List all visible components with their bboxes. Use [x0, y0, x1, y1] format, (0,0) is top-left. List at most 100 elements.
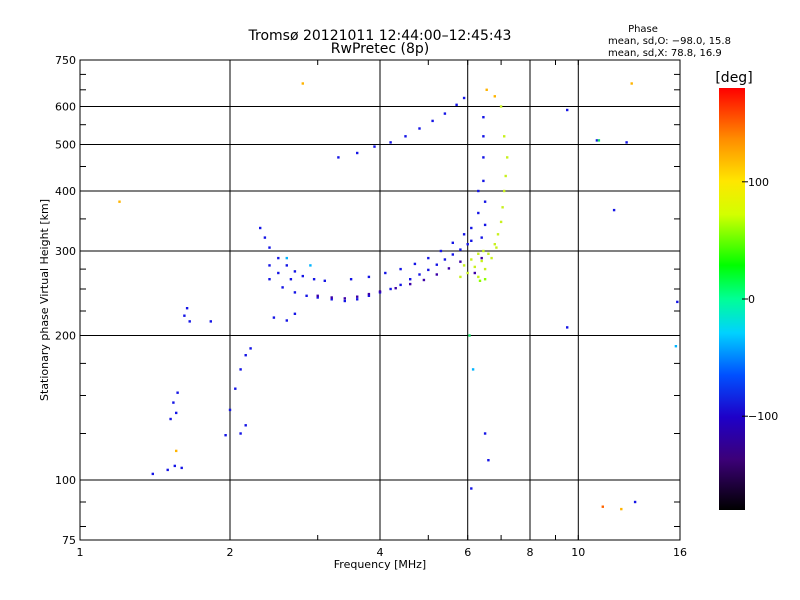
data-point — [316, 294, 319, 297]
data-point — [293, 270, 297, 273]
data-point — [473, 265, 476, 269]
data-point — [356, 295, 359, 298]
data-point — [468, 334, 471, 337]
data-point — [180, 466, 183, 470]
x-tick-label: 1 — [77, 546, 84, 559]
data-point — [633, 500, 637, 504]
data-point — [625, 141, 628, 144]
data-point — [389, 287, 392, 291]
data-point — [485, 88, 488, 91]
x-tick-label: 8 — [527, 546, 534, 559]
colorbar-tick-label: −100 — [748, 410, 778, 423]
data-point — [293, 291, 297, 294]
data-point — [470, 239, 473, 242]
x-tick-label: 2 — [227, 546, 234, 559]
data-point — [239, 368, 242, 371]
data-point — [356, 151, 359, 155]
data-point — [676, 300, 679, 304]
colorbar-ticks: 100 0 −100 — [742, 176, 778, 423]
y-tick-label: 200 — [55, 330, 76, 343]
data-point — [466, 243, 469, 246]
data-point — [169, 417, 172, 421]
data-point — [239, 432, 242, 435]
data-point — [224, 434, 227, 437]
data-point — [188, 320, 191, 323]
data-point — [183, 314, 186, 317]
data-point — [443, 258, 447, 261]
data-point — [482, 156, 485, 159]
data-point — [443, 112, 447, 115]
data-point — [473, 271, 476, 275]
data-point — [487, 252, 490, 255]
data-point — [630, 82, 633, 85]
phase-o-stats: mean, sd,O: −98.0, 15.8 — [608, 36, 731, 47]
y-tick-label: 75 — [62, 534, 76, 547]
data-point — [459, 275, 462, 279]
data-point — [343, 299, 346, 303]
data-point — [323, 279, 326, 282]
x-tick-label: 6 — [464, 546, 471, 559]
data-point — [451, 241, 454, 244]
data-point — [277, 256, 280, 260]
data-point — [249, 347, 252, 350]
y-tick-label: 500 — [55, 139, 76, 152]
data-point — [389, 141, 392, 144]
data-point — [462, 96, 466, 100]
data-point — [477, 252, 480, 255]
data-point — [268, 264, 271, 267]
data-point — [483, 278, 487, 281]
data-point — [244, 424, 247, 427]
data-point — [480, 259, 483, 263]
data-point — [118, 200, 121, 203]
data-point — [316, 296, 319, 299]
data-point — [459, 260, 462, 263]
data-points — [118, 82, 679, 511]
data-point — [470, 258, 473, 261]
data-point — [470, 487, 473, 490]
data-point — [309, 264, 312, 267]
data-point — [268, 278, 271, 281]
data-point — [356, 298, 359, 301]
data-point — [399, 267, 402, 271]
data-point — [482, 116, 485, 119]
data-point — [281, 286, 284, 289]
data-point — [175, 449, 178, 453]
data-point — [418, 127, 421, 130]
data-point — [478, 279, 482, 282]
data-point — [293, 312, 297, 315]
data-point — [373, 145, 376, 148]
data-point — [312, 278, 316, 281]
data-point — [277, 271, 280, 275]
data-point — [367, 294, 371, 297]
data-point — [482, 135, 485, 138]
data-point — [173, 464, 176, 468]
data-point — [151, 472, 154, 476]
data-point — [176, 391, 179, 394]
data-point — [413, 262, 417, 266]
data-point — [566, 108, 569, 112]
data-point — [482, 249, 485, 253]
data-point — [185, 307, 189, 310]
data-point — [422, 278, 426, 282]
data-point — [620, 507, 623, 511]
data-point — [566, 326, 569, 329]
data-point — [285, 319, 288, 322]
data-point — [175, 411, 178, 415]
data-point — [601, 505, 604, 508]
data-point — [483, 267, 487, 271]
data-point — [378, 290, 382, 293]
data-point — [480, 236, 483, 239]
data-point — [483, 223, 487, 227]
data-point — [471, 368, 475, 371]
data-point — [612, 208, 616, 212]
data-point — [477, 189, 480, 193]
data-point — [462, 233, 466, 236]
data-point — [493, 243, 496, 246]
data-point — [477, 211, 480, 215]
plot-frame — [79, 59, 681, 541]
data-point — [439, 249, 443, 253]
data-point — [597, 139, 601, 142]
data-point — [435, 263, 438, 266]
data-point — [166, 468, 169, 472]
